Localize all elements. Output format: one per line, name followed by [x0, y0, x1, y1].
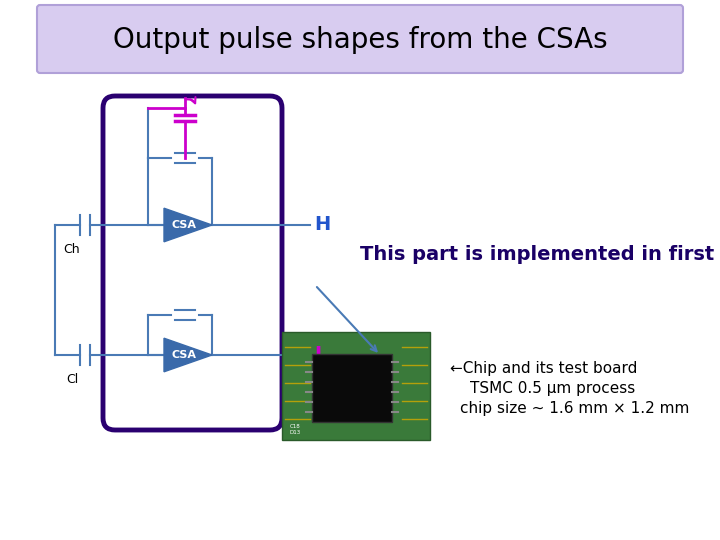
- Polygon shape: [164, 208, 212, 242]
- Bar: [312, 354, 392, 422]
- Bar: [282, 332, 430, 440]
- Text: chip size ~ 1.6 mm × 1.2 mm: chip size ~ 1.6 mm × 1.2 mm: [460, 401, 689, 415]
- Text: H: H: [314, 215, 330, 234]
- Text: This part is implemented in first proto: This part is implemented in first proto: [360, 246, 720, 265]
- FancyBboxPatch shape: [37, 5, 683, 73]
- Polygon shape: [164, 338, 212, 372]
- Text: CSA: CSA: [171, 350, 197, 360]
- Text: D13: D13: [290, 430, 301, 435]
- Text: Cl: Cl: [66, 373, 78, 386]
- Text: C18: C18: [290, 424, 301, 429]
- Text: TSMC 0.5 μm process: TSMC 0.5 μm process: [470, 381, 635, 395]
- Text: Output pulse shapes from the CSAs: Output pulse shapes from the CSAs: [113, 26, 607, 54]
- Text: ←Chip and its test board: ←Chip and its test board: [450, 361, 637, 375]
- Text: Ch: Ch: [63, 243, 81, 256]
- Text: CSA: CSA: [171, 220, 197, 230]
- Text: L: L: [314, 346, 326, 365]
